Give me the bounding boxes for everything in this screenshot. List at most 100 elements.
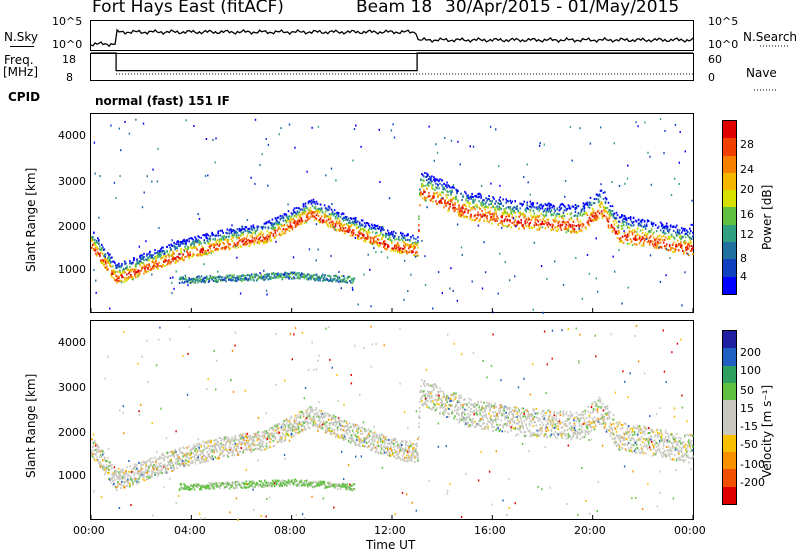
power-pixel xyxy=(624,182,626,185)
power-pixel xyxy=(199,253,201,256)
power-pixel xyxy=(337,217,340,220)
power-pixel xyxy=(97,237,99,240)
power-pixel xyxy=(568,218,571,221)
power-pixel xyxy=(505,215,507,218)
velocity-pixel xyxy=(289,429,292,432)
power-pixel xyxy=(336,217,339,220)
velocity-pixel xyxy=(222,446,224,449)
velocity-pixel xyxy=(244,435,247,438)
power-pixel xyxy=(402,247,404,250)
power-pixel xyxy=(342,216,345,219)
power-pixel xyxy=(640,221,643,224)
power-pixel xyxy=(490,182,492,185)
velocity-pixel xyxy=(268,436,271,439)
velocity-pixel xyxy=(229,443,232,446)
velocity-pixel xyxy=(160,466,162,469)
power-pixel xyxy=(402,232,404,235)
power-pixel xyxy=(674,231,677,234)
power-pixel xyxy=(239,292,242,295)
velocity-pixel xyxy=(131,468,133,471)
power-pixel xyxy=(468,205,470,208)
power-pixel xyxy=(208,245,210,248)
power-pixel xyxy=(542,214,545,217)
velocity-pixel xyxy=(191,456,193,459)
velocity-pixel xyxy=(221,452,223,455)
power-pixel xyxy=(605,210,608,213)
power-pixel xyxy=(636,233,639,236)
velocity-pixel xyxy=(180,452,182,454)
power-pixel xyxy=(685,232,687,235)
velocity-pixel xyxy=(227,440,230,443)
power-pixel xyxy=(350,224,353,226)
power-pixel xyxy=(497,217,499,220)
power-pixel xyxy=(548,202,551,205)
velocity-pixel xyxy=(333,417,336,420)
velocity-pixel xyxy=(123,473,125,476)
velocity-pixel xyxy=(136,480,138,483)
power-pixel xyxy=(599,202,602,205)
power-pixel xyxy=(209,245,211,248)
power-pixel xyxy=(471,219,473,222)
power-pixel xyxy=(131,275,133,278)
velocity-pixel xyxy=(177,460,179,463)
power-pixel xyxy=(641,237,644,240)
power-pixel xyxy=(348,220,351,223)
power-pixel xyxy=(351,231,354,234)
power-pixel xyxy=(551,213,554,216)
power-pixel xyxy=(639,240,642,243)
power-pixel xyxy=(610,214,613,217)
power-pixel xyxy=(502,204,504,207)
power-pixel xyxy=(249,243,252,246)
power-pixel xyxy=(175,243,177,246)
power-pixel xyxy=(326,223,329,226)
power-pixel xyxy=(119,269,121,272)
power-pixel xyxy=(506,211,508,214)
power-pixel xyxy=(334,215,337,218)
velocity-pixel xyxy=(153,468,155,471)
velocity-pixel xyxy=(293,429,296,432)
power-pixel xyxy=(450,267,452,270)
velocity-pixel xyxy=(335,433,338,436)
velocity-pixel xyxy=(206,451,208,453)
power-pixel xyxy=(276,216,279,219)
power-pixel xyxy=(253,241,256,244)
power-pixel xyxy=(596,193,599,196)
power-pixel xyxy=(128,272,130,275)
power-pixel xyxy=(331,220,334,223)
power-pixel xyxy=(629,224,632,227)
velocity-pixel xyxy=(320,424,323,427)
power-pixel xyxy=(120,281,123,284)
power-pixel xyxy=(285,276,287,279)
power-pixel xyxy=(217,275,219,278)
velocity-pixel xyxy=(99,461,101,464)
power-pixel xyxy=(321,273,324,276)
power-pixel xyxy=(648,230,651,232)
velocity-pixel xyxy=(285,431,288,433)
power-pixel xyxy=(484,271,487,274)
power-pixel xyxy=(228,276,230,279)
power-pixel xyxy=(350,281,352,284)
power-pixel xyxy=(331,213,334,215)
velocity-pixel xyxy=(242,438,245,441)
power-pixel xyxy=(502,212,504,215)
velocity-pixel xyxy=(256,436,259,439)
power-pixel xyxy=(399,249,401,252)
power-pixel xyxy=(106,258,108,261)
power-pixel xyxy=(393,230,395,233)
power-pixel xyxy=(371,224,374,227)
power-pixel xyxy=(671,244,674,246)
power-pixel xyxy=(281,224,284,227)
power-pixel xyxy=(625,217,628,220)
velocity-pixel xyxy=(329,421,332,424)
velocity-pixel xyxy=(182,452,184,455)
velocity-pixel xyxy=(296,422,299,425)
power-pixel xyxy=(504,224,506,227)
power-pixel xyxy=(307,217,310,220)
power-pixel xyxy=(687,231,689,233)
power-pixel xyxy=(116,265,118,267)
velocity-pixel xyxy=(253,439,256,442)
power-pixel xyxy=(100,251,102,254)
power-pixel xyxy=(320,209,323,212)
power-pixel xyxy=(580,208,583,211)
power-pixel xyxy=(318,218,321,221)
